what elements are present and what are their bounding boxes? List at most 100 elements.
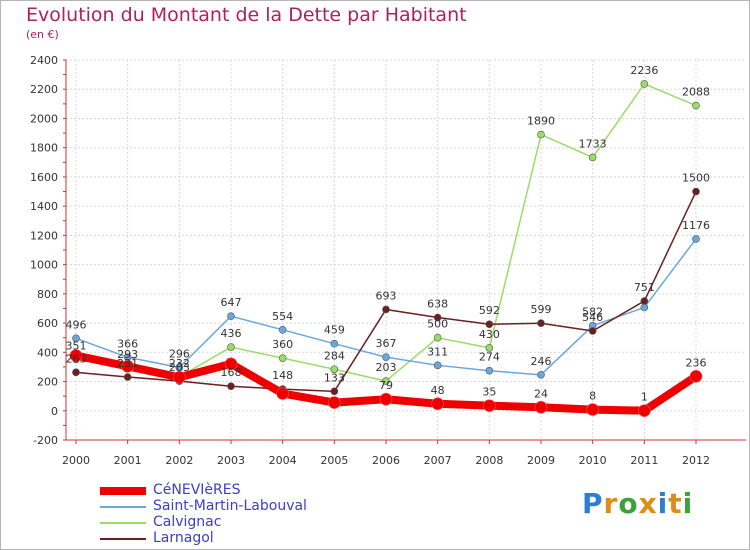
data-label: 599 xyxy=(531,303,552,316)
y-tick-label: 2200 xyxy=(30,83,58,96)
data-label: 236 xyxy=(686,356,707,369)
x-tick-label: 2009 xyxy=(527,454,555,467)
data-point xyxy=(173,370,186,384)
data-label: 24 xyxy=(534,387,548,400)
data-point xyxy=(638,404,651,417)
logo-letter: i xyxy=(657,487,669,520)
data-point xyxy=(72,368,80,377)
data-point xyxy=(433,313,442,322)
data-label: 351 xyxy=(66,339,87,352)
legend-label: Saint-Martin-Labouval xyxy=(153,498,307,514)
data-point xyxy=(692,235,700,243)
data-label: 554 xyxy=(272,310,293,323)
y-tick-label: 200 xyxy=(37,376,58,389)
data-label: 459 xyxy=(324,324,345,337)
data-point xyxy=(227,312,235,321)
data-point xyxy=(330,365,339,374)
data-label: 1 xyxy=(641,391,648,404)
data-point xyxy=(224,357,238,371)
data-label: 500 xyxy=(427,318,448,331)
x-tick-label: 2003 xyxy=(217,454,245,467)
y-tick-label: 1600 xyxy=(30,171,58,184)
data-label: 35 xyxy=(482,386,496,399)
data-label: 546 xyxy=(582,311,603,324)
data-label: 582 xyxy=(582,306,603,319)
data-label: 647 xyxy=(221,296,242,309)
chart-title: Evolution du Montant de la Dette par Hab… xyxy=(26,4,467,26)
data-label: 430 xyxy=(479,328,500,341)
x-tick-label: 2002 xyxy=(165,454,193,467)
x-tick-label: 2012 xyxy=(682,454,710,467)
data-label: 246 xyxy=(531,355,552,368)
x-tick-label: 2004 xyxy=(269,454,297,467)
data-point xyxy=(379,392,393,406)
data-point xyxy=(123,373,132,381)
y-tick-label: 800 xyxy=(37,288,58,301)
x-tick-label: 2005 xyxy=(320,454,348,467)
data-point xyxy=(483,399,496,412)
y-tick-label: 600 xyxy=(37,317,58,330)
data-label: 232 xyxy=(169,357,190,370)
legend-label: Larnagol xyxy=(153,530,214,546)
proxiti-logo: Proxiti xyxy=(582,487,693,520)
data-label: 592 xyxy=(479,304,500,317)
data-label: 8 xyxy=(589,390,596,403)
data-point xyxy=(278,325,287,334)
data-point xyxy=(640,80,649,88)
legend-swatch xyxy=(100,522,146,524)
y-tick-label: 1000 xyxy=(30,259,58,272)
x-tick-label: 2000 xyxy=(62,454,90,467)
data-point xyxy=(537,130,545,139)
logo-letter: P xyxy=(582,487,604,520)
data-label: 638 xyxy=(427,298,448,311)
logo-letter: o xyxy=(618,487,639,520)
data-label: 284 xyxy=(324,349,345,362)
y-tick-label: 1400 xyxy=(30,200,58,213)
data-label: 367 xyxy=(376,337,397,350)
y-tick-label: 0 xyxy=(51,405,58,418)
data-point xyxy=(588,153,597,162)
data-point xyxy=(692,187,700,196)
x-tick-label: 2011 xyxy=(630,454,658,467)
data-point xyxy=(278,354,287,362)
data-label: 496 xyxy=(66,318,87,331)
chart-subtitle: (en €) xyxy=(26,28,59,41)
data-point xyxy=(537,319,545,328)
data-point xyxy=(330,387,339,396)
logo-letter: r xyxy=(603,487,619,520)
data-point xyxy=(586,403,599,416)
data-point xyxy=(537,371,545,379)
data-label: 203 xyxy=(169,361,190,374)
data-label: 231 xyxy=(117,357,138,370)
data-point xyxy=(382,377,390,385)
data-point xyxy=(330,339,339,348)
data-point xyxy=(485,366,494,375)
legend-label: CéNEVIèRES xyxy=(153,482,241,498)
legend-swatch xyxy=(100,487,146,495)
data-label: 1733 xyxy=(579,137,607,150)
y-tick-label: 2400 xyxy=(30,54,58,67)
y-tick-label: 1800 xyxy=(30,142,58,155)
data-point xyxy=(69,349,83,362)
data-point xyxy=(433,361,442,370)
data-point xyxy=(227,382,235,391)
data-label: 360 xyxy=(272,338,293,351)
logo-letter: t xyxy=(668,487,683,520)
data-point xyxy=(640,303,649,312)
legend-swatch xyxy=(100,538,146,540)
data-point xyxy=(121,360,134,373)
data-label: 751 xyxy=(634,281,655,294)
y-tick-label: 400 xyxy=(37,346,58,359)
x-tick-label: 2007 xyxy=(424,454,452,467)
data-label: 133 xyxy=(324,371,345,384)
data-label: 48 xyxy=(431,384,445,397)
data-label: 436 xyxy=(221,327,242,340)
x-tick-label: 2010 xyxy=(579,454,607,467)
x-tick-label: 2001 xyxy=(114,454,142,467)
data-label: 2088 xyxy=(682,86,710,99)
data-label: 293 xyxy=(117,348,138,361)
data-point xyxy=(227,343,235,351)
y-tick-label: -200 xyxy=(33,434,58,447)
data-point xyxy=(485,344,494,352)
